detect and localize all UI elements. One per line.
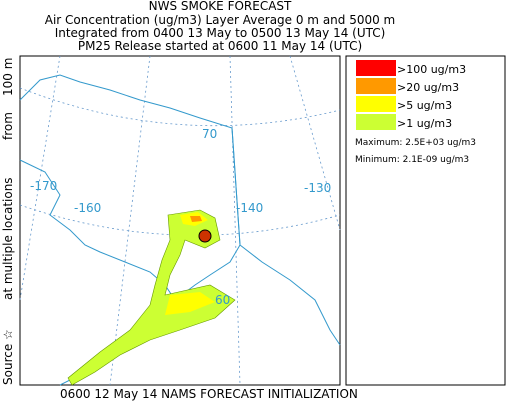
- subtitle: Air Concentration (ug/m3) Layer Average …: [45, 13, 396, 27]
- minimum: Minimum: 2.1E-09 ug/m3: [355, 155, 469, 165]
- legend-swatch: [356, 78, 396, 94]
- legend: >100 ug/m3 >20 ug/m3 >5 ug/m3 >1 ug/m3: [356, 60, 466, 130]
- maximum: Maximum: 2.5E+03 ug/m3: [355, 138, 476, 148]
- graticule: [19, 55, 341, 386]
- side-label: Source ☆: [1, 329, 15, 385]
- legend-label: >20 ug/m3: [397, 81, 459, 94]
- map-label: -160: [74, 201, 101, 215]
- legend-swatch: [356, 60, 396, 76]
- title: NWS SMOKE FORECAST: [149, 0, 292, 13]
- plume: [190, 216, 202, 222]
- subtitle: PM25 Release started at 0600 11 May 14 (…: [78, 39, 362, 53]
- plume: [165, 212, 215, 315]
- legend-label: >5 ug/m3: [397, 99, 452, 112]
- legend-swatch: [356, 96, 396, 112]
- footer: 0600 12 May 14 NAMS FORECAST INITIALIZAT…: [60, 387, 358, 401]
- border: [231, 127, 241, 246]
- side-label: 100 m: [1, 58, 15, 96]
- map-label: 60: [215, 293, 230, 307]
- map-label: 70: [202, 127, 217, 141]
- subtitle: Integrated from 0400 13 May to 0500 13 M…: [55, 26, 386, 40]
- legend-swatch: [356, 114, 396, 130]
- legend-label: >100 ug/m3: [397, 63, 466, 76]
- map-label: -140: [236, 201, 263, 215]
- map-label: -130: [304, 181, 331, 195]
- plume-core: [198, 229, 212, 243]
- side-label: at multiple locations: [1, 177, 15, 300]
- map: -170 -160 -140 -130 70 60: [19, 55, 341, 386]
- legend-label: >1 ug/m3: [397, 117, 452, 130]
- side-label: from: [1, 112, 15, 140]
- map-label: -170: [30, 179, 57, 193]
